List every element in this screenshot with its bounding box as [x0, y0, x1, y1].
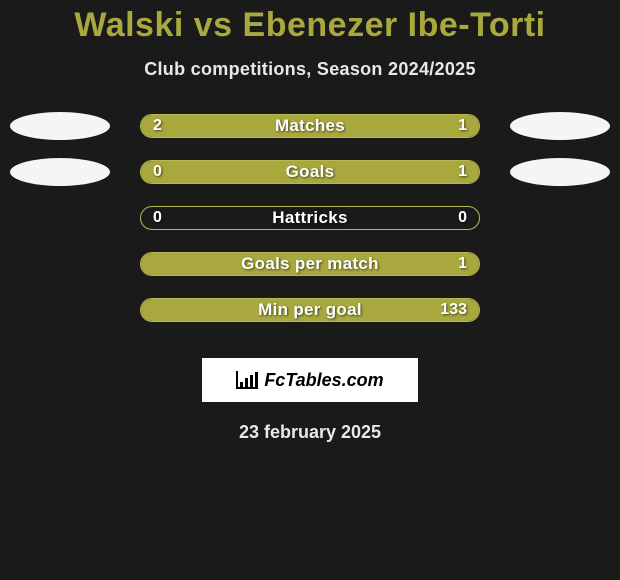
player-oval-right [510, 158, 610, 186]
stat-row: Hattricks0 0 [0, 202, 620, 248]
stat-bar: Goals0 1 [140, 160, 480, 184]
stat-row: Matches2 1 [0, 110, 620, 156]
stat-label: Hattricks [141, 207, 479, 229]
stat-value-left [141, 299, 165, 321]
logo-text: FcTables.com [264, 370, 383, 391]
date-label: 23 february 2025 [0, 422, 620, 443]
stat-value-left [141, 253, 165, 275]
stat-value-right: 133 [428, 299, 479, 321]
stat-label: Matches [141, 115, 479, 137]
player-oval-left [10, 112, 110, 140]
stat-row: Goals per match1 [0, 248, 620, 294]
stat-row: Goals0 1 [0, 156, 620, 202]
stat-value-right: 1 [446, 115, 479, 137]
stat-value-right: 1 [446, 161, 479, 183]
stat-bar: Goals per match1 [140, 252, 480, 276]
stat-value-left: 2 [141, 115, 174, 137]
stat-rows: Matches21Goals01Hattricks00Goals per mat… [0, 110, 620, 340]
brand-logo: FcTables.com [202, 358, 418, 402]
player-oval-right [510, 112, 610, 140]
stat-row: Min per goal133 [0, 294, 620, 340]
stat-value-left: 0 [141, 161, 174, 183]
stat-value-right: 1 [446, 253, 479, 275]
stat-label: Goals per match [141, 253, 479, 275]
page-title: Walski vs Ebenezer Ibe-Torti [0, 0, 620, 45]
stat-bar: Min per goal133 [140, 298, 480, 322]
stat-value-left: 0 [141, 207, 174, 229]
logo-chart-icon [236, 371, 258, 389]
player-oval-left [10, 158, 110, 186]
subtitle: Club competitions, Season 2024/2025 [0, 59, 620, 80]
stat-value-right: 0 [446, 207, 479, 229]
stat-bar: Matches2 1 [140, 114, 480, 138]
stat-label: Goals [141, 161, 479, 183]
stat-bar: Hattricks0 0 [140, 206, 480, 230]
